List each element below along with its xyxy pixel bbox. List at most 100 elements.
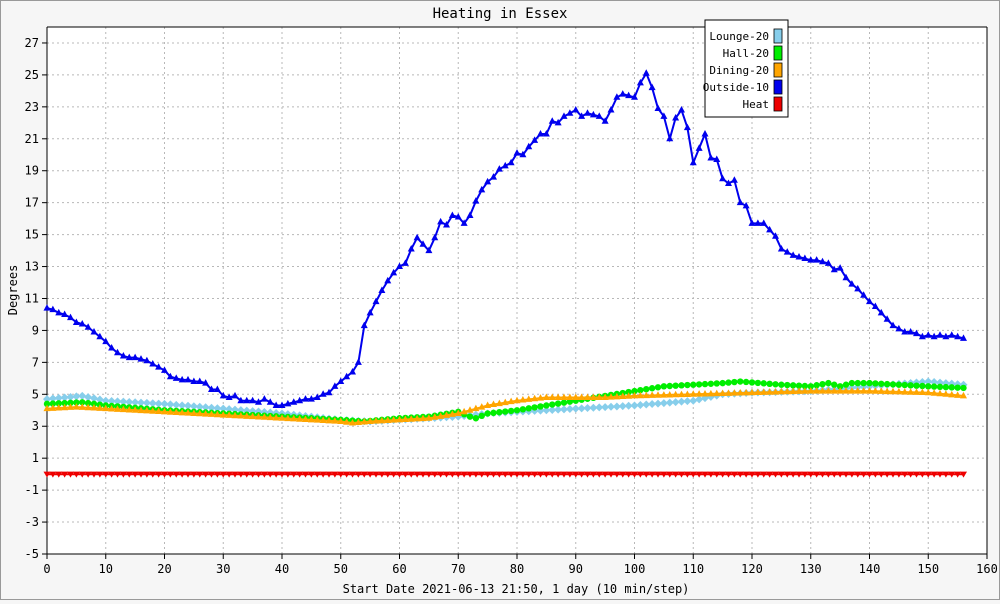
data-point-outside-10 [401,259,409,266]
data-point-dining-20 [225,411,233,418]
data-point-heat [213,471,221,478]
data-point-dining-20 [319,416,327,423]
data-point-lounge-20 [571,404,580,413]
data-point-heat [425,471,433,478]
data-point-dining-20 [572,393,580,400]
data-point-heat [78,471,86,478]
data-point-heat [742,471,750,478]
data-point-outside-10 [343,372,351,380]
data-point-heat [284,471,292,478]
data-point-heat [772,471,779,478]
data-point-outside-10 [61,310,69,317]
data-point-dining-20 [401,415,409,423]
data-point-outside-10 [319,390,327,397]
data-point-lounge-20 [148,399,157,408]
data-point-outside-10 [255,398,262,405]
data-point-dining-20 [824,387,832,394]
data-point-outside-10 [472,197,480,204]
y-tick-label: -1 [25,483,39,497]
data-point-heat [72,471,80,478]
data-point-outside-10 [172,374,180,381]
data-point-dining-20 [490,400,497,408]
data-point-hall-20 [913,382,920,389]
data-point-lounge-20 [160,399,169,408]
data-point-heat [542,471,550,478]
data-point-dining-20 [948,390,956,398]
data-point-heat [501,471,509,478]
data-point-heat [231,471,239,478]
data-point-heat [836,471,844,478]
data-point-dining-20 [689,390,697,397]
data-point-outside-10 [819,257,826,265]
legend: Lounge-20 Hall-20 Dining-20 Outside-10 Heat [703,19,789,118]
data-point-dining-20 [648,391,656,398]
data-point-dining-20 [102,404,110,412]
x-tick-label: 80 [510,562,524,576]
x-tick-label: 30 [216,562,230,576]
data-point-dining-20 [378,416,386,424]
data-point-heat [484,471,492,478]
data-point-lounge-20 [554,405,563,414]
data-point-outside-10 [501,161,509,169]
data-point-hall-20 [560,399,568,406]
data-point-outside-10 [478,185,486,193]
data-point-outside-10 [654,104,662,111]
data-point-hall-20 [484,410,491,417]
data-point-heat [49,471,57,478]
data-point-outside-10 [866,297,873,305]
data-point-hall-20 [490,409,497,417]
data-point-heat [713,471,721,478]
data-point-dining-20 [302,415,309,423]
data-point-dining-20 [419,414,427,422]
data-point-outside-10 [96,332,104,340]
data-point-lounge-20 [924,377,933,386]
data-point-heat [877,471,885,478]
data-point-lounge-20 [612,402,621,411]
data-point-hall-20 [960,384,967,392]
data-point-lounge-20 [84,393,93,402]
data-point-lounge-20 [624,401,633,410]
data-point-hall-20 [654,384,662,391]
data-point-lounge-20 [66,392,75,401]
data-point-dining-20 [472,404,480,412]
data-point-hall-20 [778,381,785,388]
data-point-hall-20 [690,381,697,388]
x-tick-label: 120 [741,562,763,576]
data-point-dining-20 [72,403,80,410]
data-point-heat [302,471,309,478]
data-point-lounge-20 [560,405,568,414]
data-point-outside-10 [625,91,633,99]
data-point-outside-10 [607,106,615,113]
data-point-dining-20 [366,417,374,424]
data-point-heat [149,471,157,478]
data-point-outside-10 [760,219,768,226]
data-point-hall-20 [860,379,867,387]
data-point-heat [942,471,950,478]
data-point-heat [537,471,544,478]
data-point-dining-20 [278,414,286,421]
data-point-lounge-20 [654,399,662,408]
data-point-dining-20 [513,396,521,404]
data-point-hall-20 [525,405,532,412]
data-point-dining-20 [360,417,368,425]
data-point-heat [354,471,362,478]
data-point-heat [560,471,568,478]
data-point-dining-20 [454,409,462,416]
data-point-heat [960,471,967,478]
data-point-hall-20 [49,400,57,407]
data-point-outside-10 [936,331,944,338]
data-point-outside-10 [860,291,868,298]
data-point-outside-10 [384,276,392,284]
data-point-hall-20 [731,378,738,386]
data-point-lounge-20 [43,395,51,404]
data-point-heat [407,471,415,478]
data-point-heat [390,471,398,478]
data-point-dining-20 [255,412,262,420]
data-point-outside-10 [84,323,92,330]
data-point-dining-20 [260,413,268,420]
data-point-dining-20 [307,415,315,423]
data-point-heat [930,471,938,478]
x-tick-label: 20 [157,562,171,576]
data-point-hall-20 [55,400,62,407]
